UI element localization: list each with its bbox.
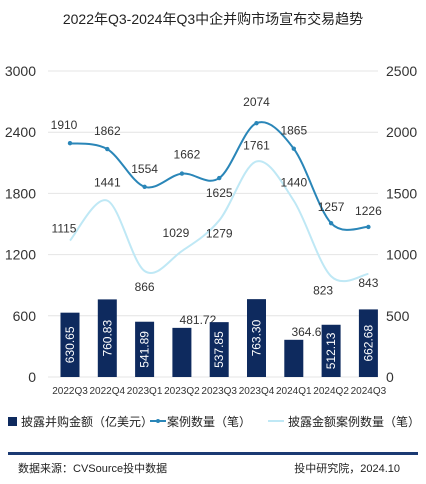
footer-source: 数据来源：CVSource投中数据: [18, 461, 167, 475]
left-tick-label: 600: [13, 308, 37, 324]
line-point-label: 843: [358, 276, 378, 290]
legend-marker-line1: [156, 419, 160, 423]
bar: [172, 327, 192, 377]
bar: [209, 322, 229, 377]
footer-rule: [8, 452, 418, 455]
line-point-label: 866: [135, 280, 155, 294]
line-point-label: 823: [313, 283, 333, 297]
legend-label-line1: 案例数量（笔）: [167, 414, 251, 429]
right-tick-label: 1000: [386, 247, 417, 263]
left-tick-label: 1200: [5, 247, 36, 263]
bar: [135, 321, 155, 377]
line-point-label: 1226: [355, 204, 382, 218]
left-tick-label: 2400: [5, 124, 36, 140]
bar-value-label: 763.30: [250, 319, 264, 356]
right-axis-ticks: 0 500 1000 1500 2000 2500: [386, 63, 417, 385]
bar: [247, 299, 266, 377]
line-point-label: 1115: [52, 222, 77, 236]
line-point: [179, 171, 185, 176]
right-tick-label: 500: [386, 308, 410, 324]
left-axis-ticks: 0 600 1200 1800 2400 3000: [5, 63, 36, 385]
bar-value-label: 541.89: [138, 331, 152, 368]
bar-value-label: 662.68: [361, 325, 375, 362]
x-tick-label: 2024Q1: [276, 386, 312, 397]
bar-value-label: 364.67: [291, 325, 328, 339]
right-tick-label: 0: [386, 369, 394, 385]
line-point: [67, 141, 73, 146]
bar-value-label: 537.85: [212, 331, 226, 368]
bar-value-label: 512.13: [324, 332, 338, 369]
line-point-label: 1865: [280, 124, 307, 138]
bar-value-label: 760.83: [100, 320, 114, 357]
line-point-label: 1862: [94, 124, 121, 138]
line-point-label: 1625: [206, 186, 233, 200]
left-tick-label: 0: [28, 369, 36, 385]
line-series-disclosed-cases: 1115 1441 866 1029 1279 1761 1440 823 843: [52, 138, 379, 297]
line-point-label: 1910: [51, 118, 78, 132]
x-tick-label: 2023Q3: [201, 386, 237, 397]
x-tick-label: 2024Q3: [351, 386, 387, 397]
line-point-label: 1761: [243, 138, 270, 152]
left-tick-label: 3000: [5, 63, 36, 79]
bar-value-label: 630.65: [63, 326, 77, 363]
line-point: [366, 224, 371, 230]
line-point: [291, 146, 296, 151]
right-tick-label: 1500: [386, 185, 417, 201]
bar-series: 630.65 760.83 541.89 481.72 537.85 763.30 364.…: [60, 299, 378, 377]
line-point-label: 2074: [243, 95, 270, 109]
line-point: [328, 220, 334, 226]
line-point-label: 1441: [94, 176, 121, 190]
line-point-label: 1554: [131, 162, 158, 176]
bar-value-label: 481.72: [180, 313, 217, 327]
x-tick-label: 2023Q1: [127, 386, 163, 397]
bar: [321, 324, 341, 377]
bar: [358, 309, 378, 377]
legend-label-line2: 披露金额案例数量（笔）: [288, 414, 420, 429]
chart-title: 2022年Q3-2024年Q3中企并购市场宣布交易趋势: [63, 11, 363, 27]
legend: 披露并购金额（亿美元） 案例数量（笔） 披露金额案例数量（笔）: [8, 414, 420, 429]
legend-label-bar: 披露并购金额（亿美元）: [21, 414, 153, 429]
line-point-label: 1440: [280, 176, 307, 190]
bar: [284, 339, 304, 377]
x-tick-label: 2022Q4: [90, 386, 126, 397]
x-tick-label: 2023Q2: [164, 386, 200, 397]
right-tick-label: 2000: [386, 124, 417, 140]
left-tick-label: 1800: [5, 185, 36, 201]
line-point-label: 1662: [174, 148, 201, 162]
bar: [97, 299, 117, 377]
line-point: [217, 175, 222, 181]
line-point: [142, 184, 147, 189]
bar: [60, 312, 80, 377]
right-tick-label: 2500: [386, 63, 417, 79]
x-tick-label: 2023Q4: [239, 386, 275, 397]
line-point-label: 1257: [318, 200, 345, 214]
line-point-label: 1029: [163, 226, 190, 240]
x-axis-ticks: 2022Q3 2022Q4 2023Q1 2023Q2 2023Q3 2023Q4 2024…: [52, 386, 386, 397]
footer-credit: 投中研究院，2024.10: [294, 461, 400, 475]
line-series-cases: 1910 1862 1554 1662 1625 2074 1865 1257 1226: [51, 95, 382, 231]
line-path: [69, 160, 369, 283]
line-point: [105, 146, 110, 152]
line-point-label: 1279: [206, 226, 233, 240]
line-point: [254, 120, 259, 126]
legend-swatch-bar: [8, 417, 17, 426]
x-tick-label: 2024Q2: [313, 386, 349, 397]
x-tick-label: 2022Q3: [52, 386, 88, 397]
line-path: [69, 121, 369, 231]
